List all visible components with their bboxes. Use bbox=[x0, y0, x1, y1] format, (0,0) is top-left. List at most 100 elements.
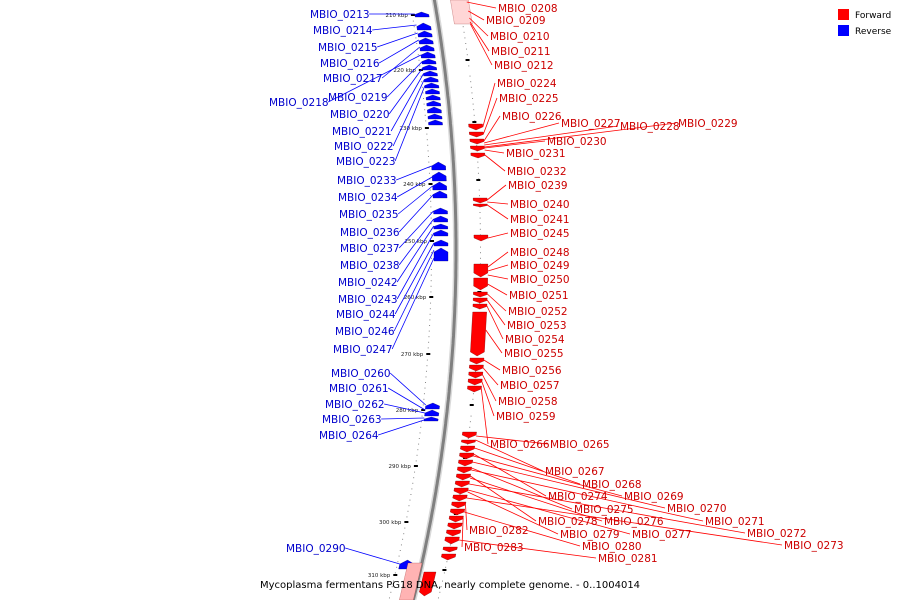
gene-label-mbio-0273[interactable]: MBIO_0273 bbox=[784, 540, 844, 552]
gene-label-mbio-0215[interactable]: MBIO_0215 bbox=[318, 42, 378, 54]
gene-label-mbio-0243[interactable]: MBIO_0243 bbox=[338, 294, 398, 306]
gene-label-mbio-0210[interactable]: MBIO_0210 bbox=[490, 31, 550, 43]
gene-label-mbio-0260[interactable]: MBIO_0260 bbox=[331, 368, 391, 380]
gene-label-mbio-0228[interactable]: MBIO_0228 bbox=[620, 121, 680, 133]
gene-label-mbio-0249[interactable]: MBIO_0249 bbox=[510, 260, 570, 272]
gene-label-mbio-0211[interactable]: MBIO_0211 bbox=[491, 46, 551, 58]
gene-label-mbio-0223[interactable]: MBIO_0223 bbox=[336, 156, 396, 168]
gene-label-mbio-0257[interactable]: MBIO_0257 bbox=[500, 380, 560, 392]
gene-label-mbio-0241[interactable]: MBIO_0241 bbox=[510, 214, 570, 226]
gene-label-mbio-0274[interactable]: MBIO_0274 bbox=[548, 491, 608, 503]
gene-label-mbio-0221[interactable]: MBIO_0221 bbox=[332, 126, 392, 138]
scale-tick-mark bbox=[426, 353, 431, 355]
gene-label-mbio-0269[interactable]: MBIO_0269 bbox=[624, 491, 684, 503]
gene-label-mbio-0255[interactable]: MBIO_0255 bbox=[504, 348, 564, 360]
gene-label-mbio-0250[interactable]: MBIO_0250 bbox=[510, 274, 570, 286]
forward-gene-feature bbox=[453, 487, 469, 495]
gene-label-mbio-0283[interactable]: MBIO_0283 bbox=[464, 542, 524, 554]
gene-label-mbio-0246[interactable]: MBIO_0246 bbox=[335, 326, 395, 338]
scale-minor-dot bbox=[430, 200, 432, 202]
gene-label-mbio-0267[interactable]: MBIO_0267 bbox=[545, 466, 605, 478]
gene-label-mbio-0278[interactable]: MBIO_0278 bbox=[538, 516, 598, 528]
gene-label-mbio-0239[interactable]: MBIO_0239 bbox=[508, 180, 568, 192]
gene-label-mbio-0290[interactable]: MBIO_0290 bbox=[286, 543, 346, 555]
gene-label-mbio-0236[interactable]: MBIO_0236 bbox=[340, 227, 400, 239]
gene-label-mbio-0226[interactable]: MBIO_0226 bbox=[502, 111, 562, 123]
gene-label-mbio-0263[interactable]: MBIO_0263 bbox=[322, 414, 382, 426]
scale-minor-dot bbox=[429, 313, 431, 315]
gene-label-mbio-0216[interactable]: MBIO_0216 bbox=[320, 58, 380, 70]
gene-label-mbio-0245[interactable]: MBIO_0245 bbox=[510, 228, 570, 240]
gene-label-mbio-0272[interactable]: MBIO_0272 bbox=[747, 528, 807, 540]
gene-label-mbio-0266[interactable]: MBIO_0266 bbox=[490, 439, 550, 451]
gene-label-mbio-0244[interactable]: MBIO_0244 bbox=[336, 309, 396, 321]
gene-label-mbio-0224[interactable]: MBIO_0224 bbox=[497, 78, 557, 90]
gene-label-mbio-0209[interactable]: MBIO_0209 bbox=[486, 15, 546, 27]
gene-label-mbio-0282[interactable]: MBIO_0282 bbox=[469, 525, 529, 537]
genome-title: Mycoplasma fermentans PG18 DNA, nearly c… bbox=[260, 580, 640, 591]
leader-line-forward bbox=[467, 489, 631, 535]
gene-label-mbio-0242[interactable]: MBIO_0242 bbox=[338, 277, 398, 289]
gene-label-mbio-0219[interactable]: MBIO_0219 bbox=[328, 92, 388, 104]
gene-label-mbio-0220[interactable]: MBIO_0220 bbox=[330, 109, 390, 121]
gene-label-mbio-0253[interactable]: MBIO_0253 bbox=[507, 320, 567, 332]
gene-label-mbio-0247[interactable]: MBIO_0247 bbox=[333, 344, 393, 356]
scale-minor-dot bbox=[479, 212, 481, 213]
gene-label-mbio-0232[interactable]: MBIO_0232 bbox=[507, 166, 567, 178]
scale-minor-dot bbox=[430, 217, 432, 219]
gene-label-mbio-0212[interactable]: MBIO_0212 bbox=[494, 60, 554, 72]
scale-minor-dot bbox=[479, 223, 481, 225]
gene-label-mbio-0218[interactable]: MBIO_0218 bbox=[269, 97, 329, 109]
reverse-gene-feature bbox=[428, 119, 443, 126]
gene-label-mbio-0254[interactable]: MBIO_0254 bbox=[505, 334, 565, 346]
gene-label-mbio-0230[interactable]: MBIO_0230 bbox=[547, 136, 607, 148]
gene-label-mbio-0217[interactable]: MBIO_0217 bbox=[323, 73, 383, 85]
gene-label-mbio-0265[interactable]: MBIO_0265 bbox=[550, 439, 610, 451]
scale-minor-dot bbox=[417, 449, 419, 451]
gene-label-mbio-0258[interactable]: MBIO_0258 bbox=[498, 396, 558, 408]
gene-label-mbio-0240[interactable]: MBIO_0240 bbox=[510, 199, 570, 211]
gene-label-mbio-0277[interactable]: MBIO_0277 bbox=[632, 529, 692, 541]
scale-minor-dot bbox=[470, 415, 472, 417]
scale-minor-dot bbox=[425, 376, 427, 378]
leader-line-reverse bbox=[384, 403, 425, 414]
gene-label-mbio-0264[interactable]: MBIO_0264 bbox=[319, 430, 379, 442]
gene-label-mbio-0229[interactable]: MBIO_0229 bbox=[678, 118, 738, 130]
gene-label-mbio-0208[interactable]: MBIO_0208 bbox=[498, 3, 558, 15]
scale-tick-mark bbox=[410, 14, 415, 16]
gene-label-mbio-0281[interactable]: MBIO_0281 bbox=[598, 553, 658, 565]
gene-label-mbio-0261[interactable]: MBIO_0261 bbox=[329, 383, 389, 395]
gene-label-mbio-0231[interactable]: MBIO_0231 bbox=[506, 148, 566, 160]
gene-label-mbio-0248[interactable]: MBIO_0248 bbox=[510, 247, 570, 259]
scale-minor-dot bbox=[430, 302, 432, 304]
gene-label-mbio-0276[interactable]: MBIO_0276 bbox=[604, 516, 664, 528]
gene-label-mbio-0238[interactable]: MBIO_0238 bbox=[340, 260, 400, 272]
gene-label-mbio-0268[interactable]: MBIO_0268 bbox=[582, 479, 642, 491]
gene-label-mbio-0252[interactable]: MBIO_0252 bbox=[508, 306, 568, 318]
gene-label-mbio-0214[interactable]: MBIO_0214 bbox=[313, 25, 373, 37]
gene-label-mbio-0234[interactable]: MBIO_0234 bbox=[338, 192, 398, 204]
leader-line-forward bbox=[464, 511, 581, 547]
gene-label-mbio-0227[interactable]: MBIO_0227 bbox=[561, 118, 621, 130]
gene-label-mbio-0237[interactable]: MBIO_0237 bbox=[340, 243, 400, 255]
scale-minor-dot bbox=[430, 291, 432, 293]
gene-label-mbio-0233[interactable]: MBIO_0233 bbox=[337, 175, 397, 187]
gene-label-mbio-0259[interactable]: MBIO_0259 bbox=[496, 411, 556, 423]
gene-label-mbio-0256[interactable]: MBIO_0256 bbox=[502, 365, 562, 377]
leader-line-forward bbox=[465, 504, 468, 531]
gene-label-mbio-0262[interactable]: MBIO_0262 bbox=[325, 399, 385, 411]
gene-label-mbio-0235[interactable]: MBIO_0235 bbox=[339, 209, 399, 221]
gene-label-mbio-0222[interactable]: MBIO_0222 bbox=[334, 141, 394, 153]
gene-label-mbio-0213[interactable]: MBIO_0213 bbox=[310, 9, 370, 21]
forward-gene-feature bbox=[451, 501, 467, 509]
scale-minor-dot bbox=[443, 572, 445, 574]
gene-label-mbio-0275[interactable]: MBIO_0275 bbox=[574, 504, 634, 516]
gene-label-mbio-0271[interactable]: MBIO_0271 bbox=[705, 516, 765, 528]
gene-label-mbio-0280[interactable]: MBIO_0280 bbox=[582, 541, 642, 553]
gene-label-mbio-0279[interactable]: MBIO_0279 bbox=[560, 529, 620, 541]
gene-label-mbio-0270[interactable]: MBIO_0270 bbox=[667, 503, 727, 515]
scale-minor-dot bbox=[440, 586, 442, 588]
gene-label-mbio-0225[interactable]: MBIO_0225 bbox=[499, 93, 559, 105]
leader-line-forward bbox=[472, 461, 666, 509]
gene-label-mbio-0251[interactable]: MBIO_0251 bbox=[509, 290, 569, 302]
